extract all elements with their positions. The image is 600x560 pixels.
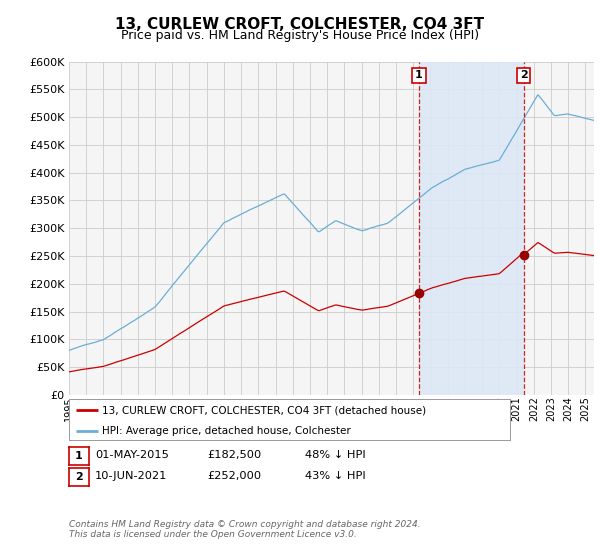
Text: 01-MAY-2015: 01-MAY-2015 bbox=[95, 450, 169, 460]
Bar bbox=[419, 62, 524, 395]
Text: 10-JUN-2021: 10-JUN-2021 bbox=[95, 471, 167, 481]
Text: 13, CURLEW CROFT, COLCHESTER, CO4 3FT (detached house): 13, CURLEW CROFT, COLCHESTER, CO4 3FT (d… bbox=[102, 405, 426, 415]
Text: 1: 1 bbox=[75, 451, 83, 461]
Text: Contains HM Land Registry data © Crown copyright and database right 2024.
This d: Contains HM Land Registry data © Crown c… bbox=[69, 520, 421, 539]
Text: 1: 1 bbox=[415, 71, 423, 81]
Text: 43% ↓ HPI: 43% ↓ HPI bbox=[305, 471, 365, 481]
Text: HPI: Average price, detached house, Colchester: HPI: Average price, detached house, Colc… bbox=[102, 426, 351, 436]
Text: 48% ↓ HPI: 48% ↓ HPI bbox=[305, 450, 365, 460]
Text: 13, CURLEW CROFT, COLCHESTER, CO4 3FT: 13, CURLEW CROFT, COLCHESTER, CO4 3FT bbox=[115, 17, 485, 32]
Text: 2: 2 bbox=[520, 71, 527, 81]
Text: Price paid vs. HM Land Registry's House Price Index (HPI): Price paid vs. HM Land Registry's House … bbox=[121, 29, 479, 42]
Text: £252,000: £252,000 bbox=[207, 471, 261, 481]
Text: 2: 2 bbox=[75, 472, 83, 482]
Text: £182,500: £182,500 bbox=[207, 450, 261, 460]
